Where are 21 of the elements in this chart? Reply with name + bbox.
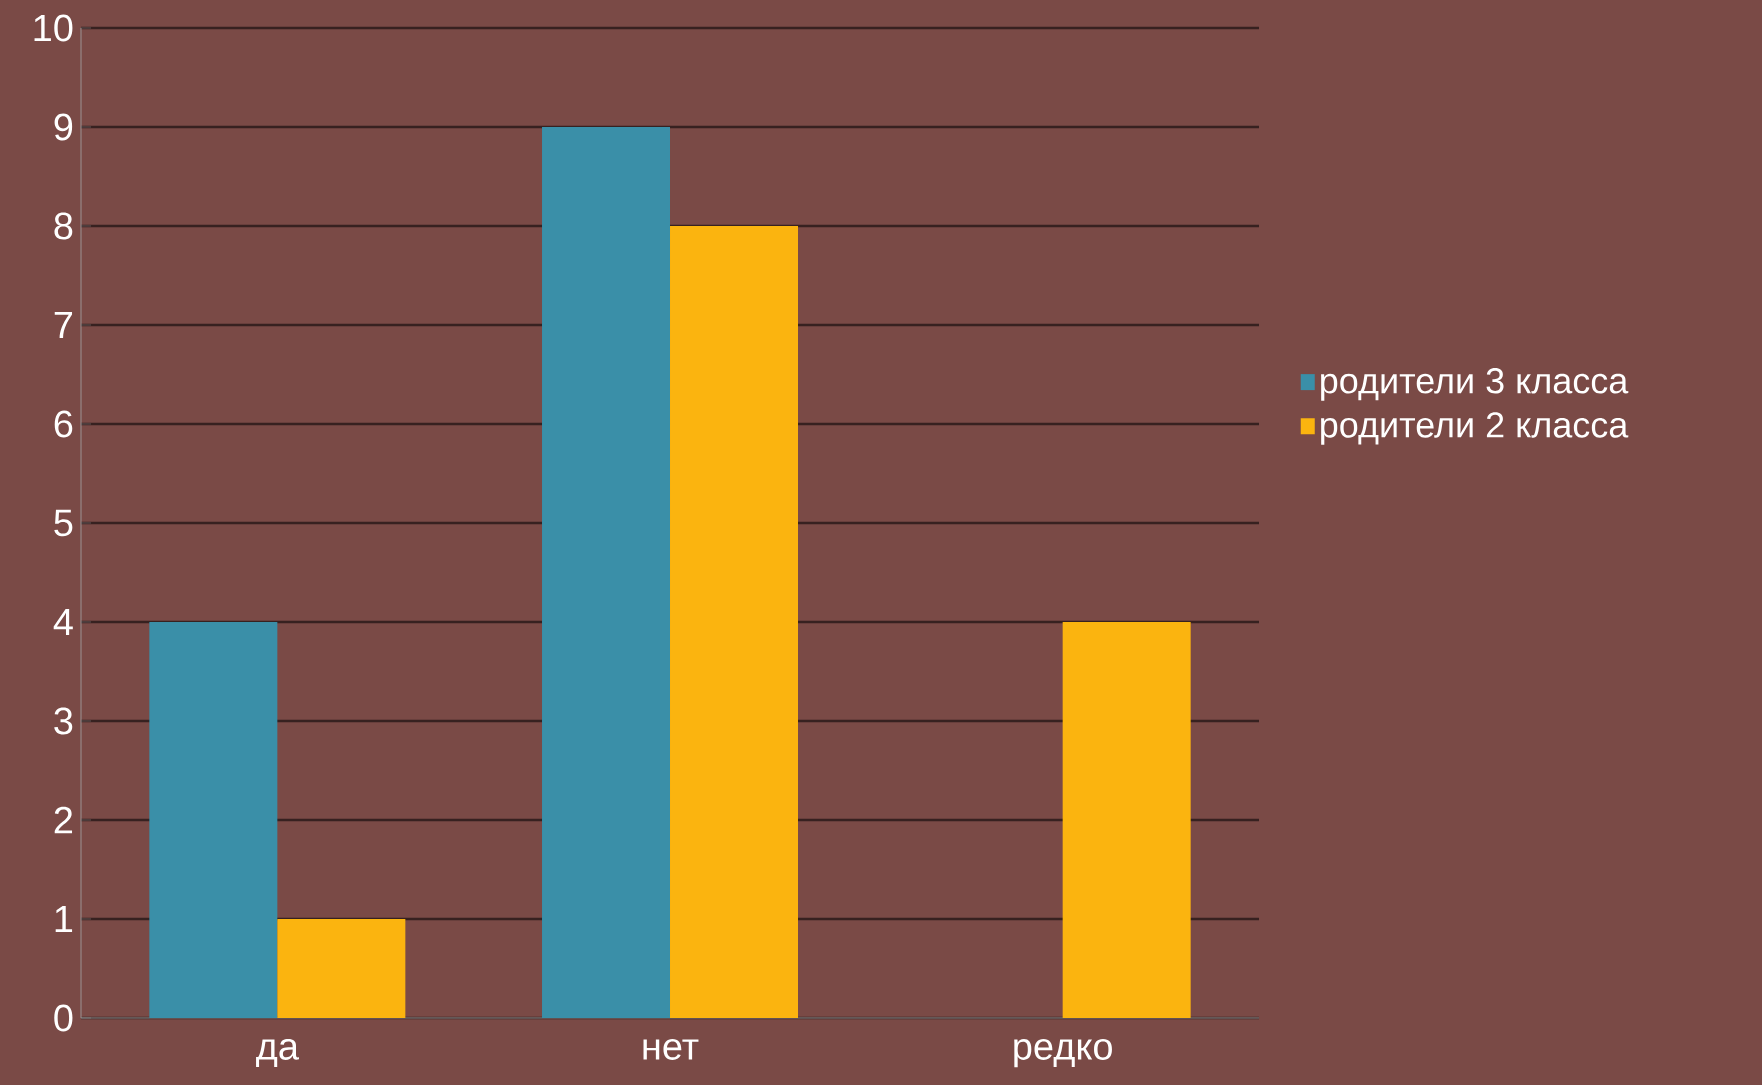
x-tick-label: редко — [1014, 1039, 1112, 1068]
bar — [1062, 621, 1191, 1018]
y-tick-label: 4 — [53, 608, 73, 636]
y-tick-label: 1 — [55, 905, 73, 933]
y-tick-label: 9 — [54, 113, 73, 141]
y-tick-label: 8 — [54, 212, 73, 240]
bar — [542, 126, 671, 1018]
y-tick-label: 10 — [34, 14, 73, 42]
legend-label: родители 2 класса — [1321, 412, 1629, 445]
y-tick-label: 6 — [54, 410, 73, 438]
bar — [149, 621, 278, 1018]
y-tick-label: 3 — [54, 707, 73, 735]
y-tick-label: 5 — [54, 509, 73, 537]
y-tick-label: 2 — [54, 806, 73, 834]
x-tick-label: да — [256, 1039, 299, 1068]
y-tick-label: 0 — [54, 1004, 73, 1032]
bar — [670, 225, 799, 1018]
x-tick-label: нет — [643, 1039, 699, 1060]
legend-label: родители 3 класса — [1321, 368, 1629, 401]
bar — [277, 918, 406, 1018]
y-tick-label: 7 — [54, 311, 73, 339]
